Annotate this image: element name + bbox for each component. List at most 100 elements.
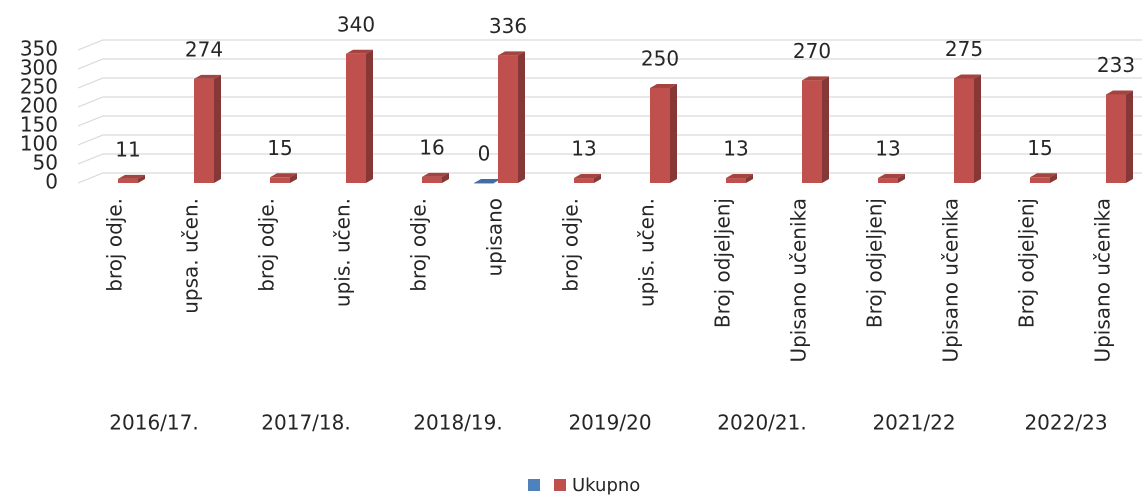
bar-side — [214, 74, 221, 183]
bar-3d — [270, 173, 297, 183]
bar-side — [290, 173, 297, 183]
bar-3d — [726, 174, 753, 183]
bar-side — [518, 51, 525, 183]
x-tick-label: Broj odjeljenj — [863, 198, 887, 328]
bar — [726, 178, 746, 183]
grid-line — [77, 115, 1142, 127]
value-label: 16 — [419, 135, 444, 159]
x-tick-label: upis. učen. — [331, 198, 355, 307]
y-tick-label: 50 — [33, 151, 58, 175]
bar-top — [802, 76, 829, 81]
y-tick-label: 150 — [20, 113, 58, 137]
bar-top — [878, 174, 905, 179]
bar-3d — [194, 74, 221, 183]
bar — [346, 53, 366, 183]
bar — [1106, 94, 1126, 183]
bar-top — [574, 174, 601, 179]
grid-line — [77, 134, 1142, 146]
bar — [1030, 177, 1050, 183]
bar-3d — [878, 174, 905, 183]
bar-3d — [650, 84, 677, 183]
bar-3d — [954, 74, 981, 183]
x-tick-label: broj odje. — [407, 198, 431, 292]
bar-top — [1106, 90, 1133, 95]
x-tick-label: Upisano učenika — [1091, 198, 1115, 363]
bar-top — [422, 172, 449, 177]
bar-3d — [802, 76, 829, 183]
value-label: 275 — [945, 37, 983, 61]
bar — [474, 183, 494, 184]
grid-line — [77, 39, 1142, 51]
x-tick-label: Broj odjeljenj — [711, 198, 735, 328]
value-label: 233 — [1097, 53, 1135, 77]
bar — [954, 78, 974, 183]
value-label: 13 — [723, 137, 748, 161]
bar-side — [138, 174, 145, 183]
bar-3d — [498, 51, 525, 183]
bar-side — [594, 174, 601, 183]
bar-side — [442, 172, 449, 183]
grid-line — [77, 153, 1142, 165]
bar-3d — [474, 179, 501, 184]
bar — [422, 176, 442, 183]
bar-3d — [574, 174, 601, 183]
x-tick-label: Broj odjeljenj — [1015, 198, 1039, 328]
value-label: 13 — [875, 137, 900, 161]
value-label: 336 — [489, 14, 527, 38]
bar-side — [898, 174, 905, 183]
y-tick-label: 200 — [20, 94, 58, 118]
bar-side — [366, 49, 373, 183]
legend-label: Ukupno — [572, 475, 640, 496]
bar-3d — [1030, 173, 1057, 183]
value-label: 250 — [641, 47, 679, 71]
y-tick-label: 350 — [20, 37, 58, 61]
bar-side — [822, 76, 829, 183]
grid-line — [77, 77, 1142, 89]
bar — [498, 55, 518, 183]
grid-line — [77, 58, 1142, 70]
value-label: 340 — [337, 12, 375, 36]
x-tick-label: broj odje. — [103, 198, 127, 292]
x-tick-label: upsa. učen. — [179, 198, 203, 314]
y-tick-label: 250 — [20, 75, 58, 99]
legend-swatch — [554, 479, 566, 491]
bar-side — [746, 174, 753, 183]
value-label: 13 — [571, 137, 596, 161]
bar — [118, 178, 138, 183]
value-label: 15 — [267, 136, 292, 160]
value-label: 15 — [1027, 136, 1052, 160]
grid-line — [77, 172, 1142, 184]
bar — [574, 178, 594, 183]
bar-side — [1050, 173, 1057, 183]
x-tick-label: upis. učen. — [635, 198, 659, 307]
y-tick-label: 100 — [20, 132, 58, 156]
x-tick-label: upisano — [483, 198, 507, 277]
group-label: 2020/21. — [717, 411, 806, 435]
x-tick-label: broj odje. — [559, 198, 583, 292]
value-label: 0 — [478, 142, 491, 166]
bar-top — [270, 173, 297, 178]
group-label: 2019/20 — [568, 411, 651, 435]
bar-3d — [118, 174, 145, 183]
y-tick-label: 0 — [45, 170, 58, 194]
group-label: 2016/17. — [109, 411, 198, 435]
bar-3d — [422, 172, 449, 183]
bar-top — [118, 174, 145, 179]
x-tick-label: Upisano učenika — [939, 198, 963, 363]
group-label: 2018/19. — [413, 411, 502, 435]
bar-side — [1126, 90, 1133, 183]
x-tick-label: Upisano učenika — [787, 198, 811, 363]
bar-top — [726, 174, 753, 179]
bar — [802, 80, 822, 183]
bar-3d — [346, 49, 373, 183]
bar — [650, 88, 670, 183]
value-label: 11 — [115, 137, 140, 161]
group-label: 2022/23 — [1024, 411, 1107, 435]
bar-side — [974, 74, 981, 183]
x-tick-label: broj odje. — [255, 198, 279, 292]
bar-3d — [1106, 90, 1133, 183]
bar-side — [670, 84, 677, 183]
grid-line — [77, 96, 1142, 108]
bar-top — [1030, 173, 1057, 178]
